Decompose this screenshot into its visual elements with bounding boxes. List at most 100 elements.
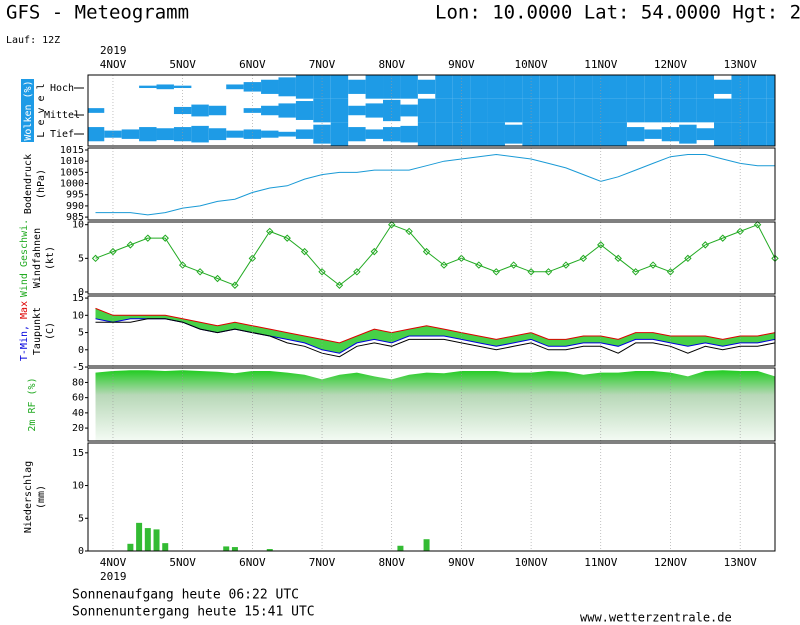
- y-tick-label: 990: [66, 201, 84, 212]
- y-tick-label: 20: [72, 423, 84, 434]
- panel: Wolken (%) L e v e l Hoch Mittel Tief: [21, 74, 776, 147]
- cloud-cell: [766, 75, 775, 99]
- cloud-cell: [278, 77, 296, 97]
- y-tick-label: 0: [78, 345, 84, 356]
- x-tick-label-bottom: 9NOV: [448, 556, 475, 569]
- panel: 2m RF (%) 20 40 60 80: [27, 367, 776, 442]
- cloud-cell: [348, 127, 366, 142]
- x-tick-label-top: 5NOV: [169, 58, 196, 71]
- bar: [144, 528, 151, 551]
- y-tick-label: 10: [72, 310, 84, 321]
- y-tick-label: 5: [78, 253, 84, 264]
- cloud-cell: [226, 84, 244, 90]
- cloud-cell: [592, 75, 610, 99]
- x-tick-label-top: 8NOV: [378, 58, 405, 71]
- cloud-cell: [731, 75, 749, 99]
- cloud-cell: [714, 79, 732, 94]
- panel: Niederschlag (mm) 0 5 10 15: [23, 442, 776, 557]
- cloud-cell: [487, 98, 505, 123]
- panel-frame: [87, 367, 776, 442]
- cloud-cell: [644, 98, 662, 123]
- year-bottom: 2019: [100, 570, 127, 583]
- marker: [614, 254, 622, 263]
- bar: [127, 543, 134, 551]
- cloud-cell: [435, 75, 453, 99]
- cloud-cell: [400, 104, 418, 117]
- cloud-cell: [104, 130, 122, 138]
- y-tick-label: 60: [72, 393, 84, 404]
- cloud-cell: [139, 127, 157, 142]
- level-label: Mittel: [44, 110, 80, 121]
- marker: [178, 261, 187, 269]
- y-axis-label: (kt): [45, 246, 56, 270]
- marker: [196, 268, 204, 276]
- x-tick-label-bottom: 8NOV: [378, 556, 405, 569]
- cloud-cell: [400, 75, 418, 99]
- y-tick-label: 15: [72, 448, 84, 459]
- cloud-cell: [557, 122, 575, 146]
- marker: [649, 261, 657, 269]
- cloud-cell: [609, 98, 627, 123]
- y-tick-label: 995: [66, 190, 84, 201]
- cloud-cell: [592, 98, 610, 123]
- cloud-cell: [313, 98, 331, 123]
- run: Lauf: 12Z: [6, 35, 60, 46]
- marker: [91, 254, 100, 263]
- y-axis-label: (mm): [36, 485, 47, 509]
- cloud-cell: [557, 98, 575, 123]
- y-tick-label: 985: [66, 212, 84, 223]
- cloud-cell: [261, 79, 279, 94]
- cloud-cell: [435, 122, 453, 146]
- marker: [370, 247, 379, 256]
- cloud-cell: [278, 103, 296, 118]
- x-tick-label-top: 11NOV: [584, 58, 617, 71]
- cloud-cell: [191, 104, 209, 117]
- y-tick-label: 15: [72, 293, 84, 304]
- cloud-cell: [295, 101, 314, 120]
- cloud-cell: [609, 122, 627, 146]
- cloud-cell: [539, 98, 558, 123]
- source: www.wetterzentrale.de: [580, 611, 732, 625]
- x-tick-label-bottom: 4NOV: [100, 556, 127, 569]
- marker: [388, 220, 396, 229]
- cloud-cell: [470, 75, 488, 99]
- y-axis-label: Windfahnen: [32, 228, 43, 288]
- cloud-cell: [295, 129, 314, 139]
- level-label: Hoch: [50, 83, 74, 94]
- cloud-cell: [679, 124, 697, 144]
- cloud-cell: [766, 98, 775, 123]
- cloud-cell: [278, 131, 296, 137]
- marker: [753, 220, 762, 229]
- cloud-cell: [243, 82, 262, 92]
- marker: [579, 254, 588, 263]
- cloud-cell: [313, 75, 331, 99]
- y-axis-label: L e v e l: [36, 83, 47, 137]
- panel-frame: [87, 221, 776, 295]
- cloud-cell: [470, 98, 488, 123]
- x-tick-label-top: 13NOV: [724, 58, 757, 71]
- line: [95, 307, 776, 344]
- line: [95, 318, 776, 358]
- x-tick-label-bottom: 6NOV: [239, 556, 266, 569]
- cloud-cell: [679, 75, 697, 99]
- y-axis-label: 2m RF (%): [27, 377, 38, 431]
- cloud-cell: [348, 79, 366, 94]
- location: Lon: 10.0000 Lat: 54.0000 Hgt: 2: [435, 2, 800, 24]
- cloud-cell: [748, 75, 767, 99]
- cloud-cell: [417, 122, 436, 146]
- y-tick-label: 10: [72, 220, 84, 231]
- cloud-cell: [539, 75, 558, 99]
- x-tick-label-bottom: 7NOV: [309, 556, 336, 569]
- cloud-cell: [365, 129, 384, 139]
- cloud-cell: [714, 122, 732, 146]
- cloud-cell: [731, 98, 749, 123]
- cloud-cell: [661, 98, 680, 123]
- cloud-cell: [696, 98, 715, 123]
- y-axis-label-part: Taupunkt: [32, 307, 43, 355]
- bar: [153, 529, 160, 551]
- cloud-cell: [574, 122, 593, 146]
- bar: [162, 543, 169, 551]
- marker: [126, 241, 135, 249]
- y-axis-label-part: Max: [19, 301, 30, 325]
